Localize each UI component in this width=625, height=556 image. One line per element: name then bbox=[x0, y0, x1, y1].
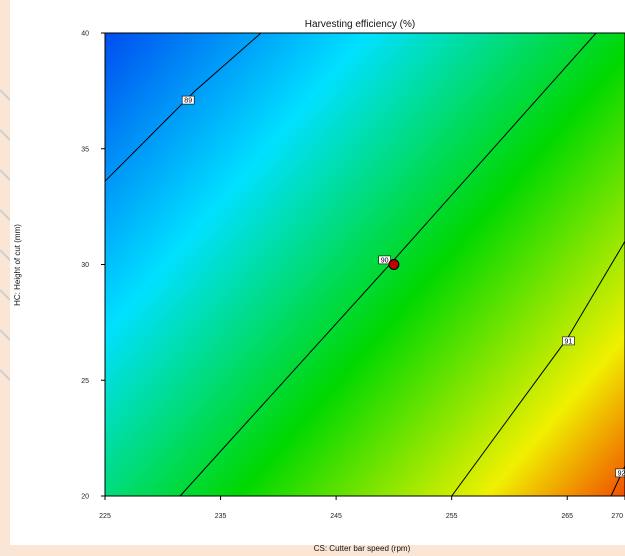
design-point-marker bbox=[388, 259, 400, 270]
x-tick-label: 235 bbox=[215, 513, 227, 520]
chart-title: Harvesting efficiency (%) bbox=[305, 19, 415, 30]
x-tick-label: 265 bbox=[561, 513, 573, 520]
contour-label-box-92 bbox=[615, 468, 625, 478]
contour-label-89: 89 bbox=[184, 98, 192, 105]
y-tick-label: 30 bbox=[81, 262, 89, 269]
contour-label-90: 90 bbox=[381, 257, 389, 264]
y-axis-ticks: 20 25 30 35 40 bbox=[81, 31, 105, 501]
contour-label-92: 92 bbox=[618, 470, 625, 477]
contour-label-91: 91 bbox=[565, 338, 573, 345]
x-tick-label: 270 bbox=[611, 513, 623, 520]
y-tick-label: 35 bbox=[81, 146, 89, 153]
contour-label-box-91 bbox=[562, 336, 575, 346]
y-tick-label: 20 bbox=[81, 494, 89, 501]
contour-line-89 bbox=[105, 33, 262, 182]
x-tick-label: 245 bbox=[330, 513, 342, 520]
x-axis-ticks: 225 235 245 255 265 270 bbox=[99, 496, 625, 520]
contour-fill bbox=[105, 33, 625, 496]
y-tick-label: 40 bbox=[81, 31, 89, 38]
contour-labels: 89 90 91 92 bbox=[181, 95, 625, 478]
x-tick-label: 225 bbox=[99, 513, 111, 520]
y-tick-label: 25 bbox=[81, 378, 89, 385]
x-tick-label: 255 bbox=[446, 513, 458, 520]
y-axis-label: HC: Height of cut (mm) bbox=[13, 224, 22, 306]
contour-label-box-89 bbox=[181, 95, 195, 105]
x-axis-label: CS: Cutter bar speed (rpm) bbox=[314, 544, 411, 553]
contour-label-box-90 bbox=[378, 255, 391, 265]
